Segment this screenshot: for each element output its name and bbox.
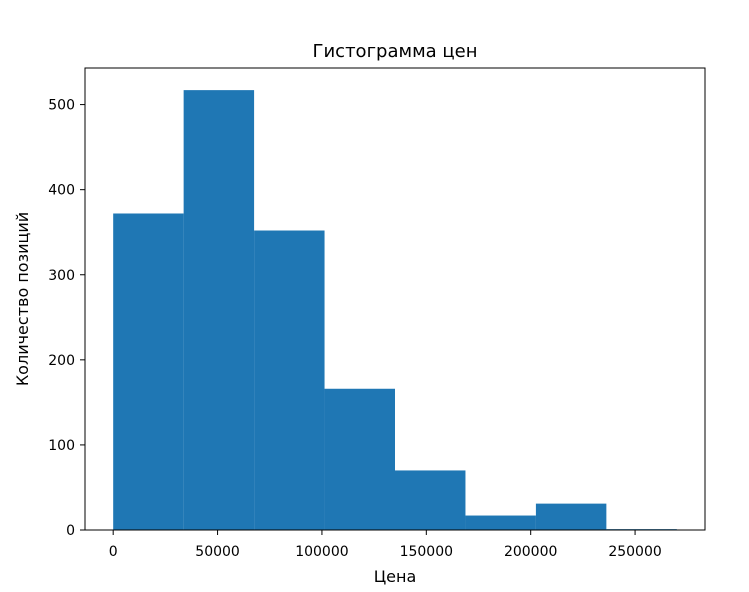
histogram-bar (535, 503, 607, 530)
x-tick-label: 0 (109, 544, 118, 560)
y-axis-ticks: 0 100 200 300 400 500 (48, 98, 85, 539)
x-tick-label: 200000 (504, 544, 557, 560)
y-tick-label: 400 (48, 183, 75, 199)
plot-frame (84, 67, 706, 531)
histogram-bar (183, 90, 255, 530)
histogram-bar (113, 213, 184, 531)
x-tick-label: 50000 (195, 544, 240, 560)
y-tick-label: 0 (66, 523, 75, 539)
chart-title: Гистограмма цен (313, 41, 478, 62)
y-tick-label: 100 (48, 438, 75, 454)
histogram-bar (254, 230, 325, 530)
y-axis-label: Количество позиций (13, 212, 32, 386)
x-tick-label: 100000 (295, 544, 348, 560)
y-tick-label: 500 (48, 98, 75, 114)
histogram-bar (324, 388, 395, 530)
x-tick-label: 150000 (400, 544, 453, 560)
x-axis-ticks: 0 50000 100000 150000 200000 250000 (109, 530, 662, 560)
bars-group (113, 90, 677, 531)
x-axis-label: Цена (374, 567, 417, 586)
x-tick-label: 250000 (608, 544, 661, 560)
histogram-bar (465, 515, 536, 530)
y-tick-label: 300 (48, 268, 75, 284)
histogram-bar (395, 470, 466, 530)
y-tick-label: 200 (48, 353, 75, 369)
